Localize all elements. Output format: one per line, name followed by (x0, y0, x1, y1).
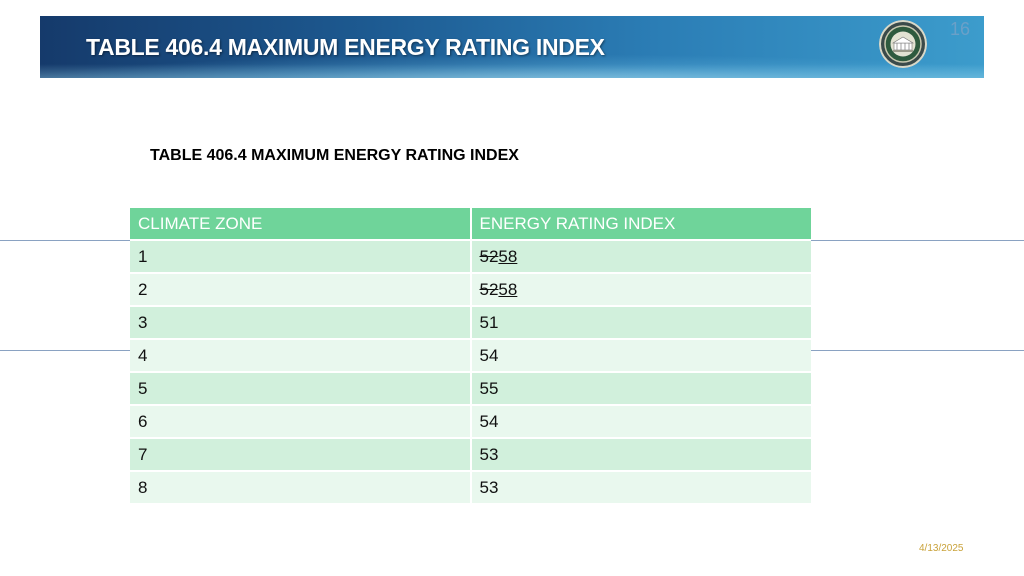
rating-index-cell: 51 (470, 306, 811, 340)
table-row: 1 5258 (130, 240, 811, 274)
rating-index-cell: 5258 (470, 273, 811, 307)
guide-line-upper-left (0, 240, 130, 241)
table-row: 2 5258 (130, 273, 811, 307)
title-banner: TABLE 406.4 MAXIMUM ENERGY RATING INDEX (40, 16, 984, 78)
deleted-value: 52 (479, 279, 499, 299)
rating-index-cell: 55 (470, 372, 811, 406)
guide-line-upper-right (811, 240, 1024, 241)
table-row: 8 53 (130, 471, 811, 505)
table-header-row: CLIMATE ZONE ENERGY RATING INDEX (130, 208, 811, 241)
climate-zone-cell: 6 (130, 405, 472, 439)
climate-zone-cell: 7 (130, 438, 472, 472)
climate-zone-cell: 8 (130, 471, 472, 505)
climate-zone-cell: 1 (130, 240, 472, 274)
guide-line-lower-right (811, 350, 1024, 351)
table-row: 6 54 (130, 405, 811, 439)
column-header-energy-rating-index: ENERGY RATING INDEX (470, 208, 811, 241)
seal-icon (879, 20, 927, 68)
rating-index-cell: 53 (470, 438, 811, 472)
climate-zone-cell: 4 (130, 339, 472, 373)
inserted-value: 58 (498, 279, 518, 299)
guide-line-lower-left (0, 350, 130, 351)
energy-rating-table: CLIMATE ZONE ENERGY RATING INDEX 1 52 5 8 … (130, 208, 811, 505)
climate-zone-cell: 2 (130, 273, 472, 307)
slide-title: TABLE 406.4 MAXIMUM ENERGY RATING INDEX (86, 34, 605, 60)
table-caption: TABLE 406.4 MAXIMUM ENERGY RATING INDEX (150, 147, 519, 164)
rating-index-cell: 54 (470, 405, 811, 439)
table-row: 5 55 (130, 372, 811, 406)
rating-index-cell: 5258 (470, 240, 811, 274)
table-row: 7 53 (130, 438, 811, 472)
table-row: 4 54 (130, 339, 811, 373)
deleted-value: 52 (479, 246, 499, 266)
climate-zone-cell: 3 (130, 306, 472, 340)
column-header-climate-zone: CLIMATE ZONE (130, 208, 472, 241)
inserted-value: 58 (498, 246, 518, 266)
rating-index-cell: 54 (470, 339, 811, 373)
climate-zone-cell: 5 (130, 372, 472, 406)
slide-number: 16 (950, 19, 971, 39)
rating-index-cell: 53 (470, 471, 811, 505)
footer-date: 4/13/2025 (919, 543, 964, 554)
table-row: 3 51 (130, 306, 811, 340)
